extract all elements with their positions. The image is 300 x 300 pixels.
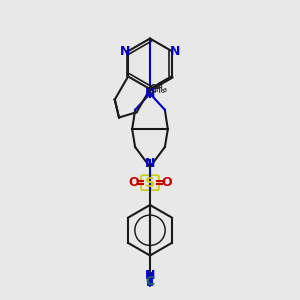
Text: N: N (145, 157, 155, 170)
Text: N: N (145, 87, 155, 100)
Text: N: N (170, 45, 180, 58)
Text: CH₃: CH₃ (149, 84, 168, 94)
Text: N: N (145, 269, 155, 282)
Text: O: O (128, 176, 139, 189)
Text: O: O (161, 176, 172, 189)
Text: S: S (145, 176, 155, 190)
Text: C: C (146, 275, 154, 288)
FancyBboxPatch shape (141, 175, 159, 190)
Text: N: N (120, 45, 130, 58)
Text: CH₃: CH₃ (148, 85, 166, 95)
